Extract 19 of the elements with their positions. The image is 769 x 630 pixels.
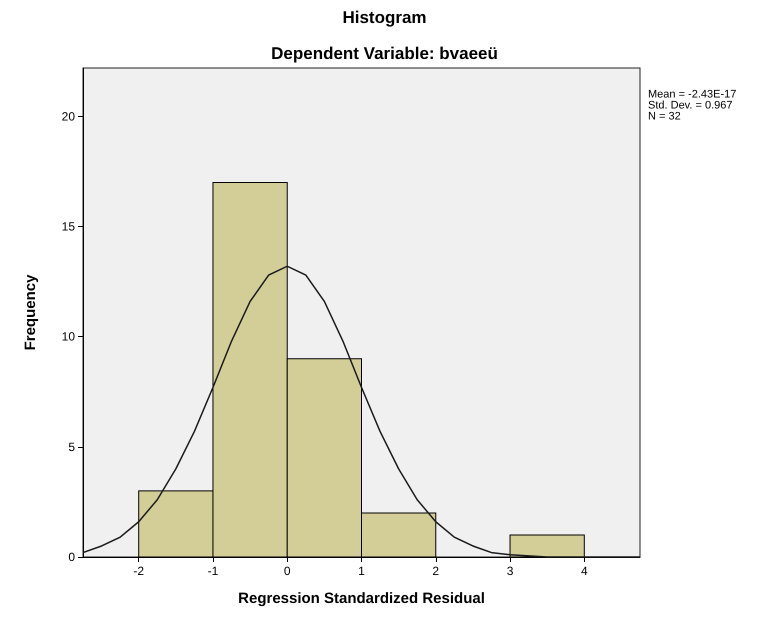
y-axis-title: Frequency (22, 274, 39, 350)
x-tick-label: 4 (580, 564, 588, 578)
y-tick-label: 20 (62, 109, 76, 124)
x-tick-label: 1 (358, 564, 366, 578)
x-axis-title: Regression Standardized Residual (238, 590, 485, 607)
x-tick-label: 3 (506, 564, 514, 578)
y-tick-label: 15 (62, 220, 76, 234)
text: Std. Dev. = 0.967 (648, 100, 732, 112)
text: N = 32 (648, 110, 681, 122)
text: Mean = -2.43E-17 (648, 88, 736, 100)
x-tick-label: -1 (208, 564, 219, 578)
x-tick-label: 0 (284, 564, 291, 578)
x-tick-label: 2 (432, 564, 440, 578)
y-tick-label: 10 (62, 330, 76, 344)
y-tick-label: 0 (68, 550, 76, 564)
chart-title: Histogram (342, 8, 427, 27)
x-tick-label: -2 (133, 564, 144, 578)
chart-subtitle: Dependent Variable: bvaeeü (271, 44, 498, 63)
y-tick-label: 5 (68, 440, 76, 454)
